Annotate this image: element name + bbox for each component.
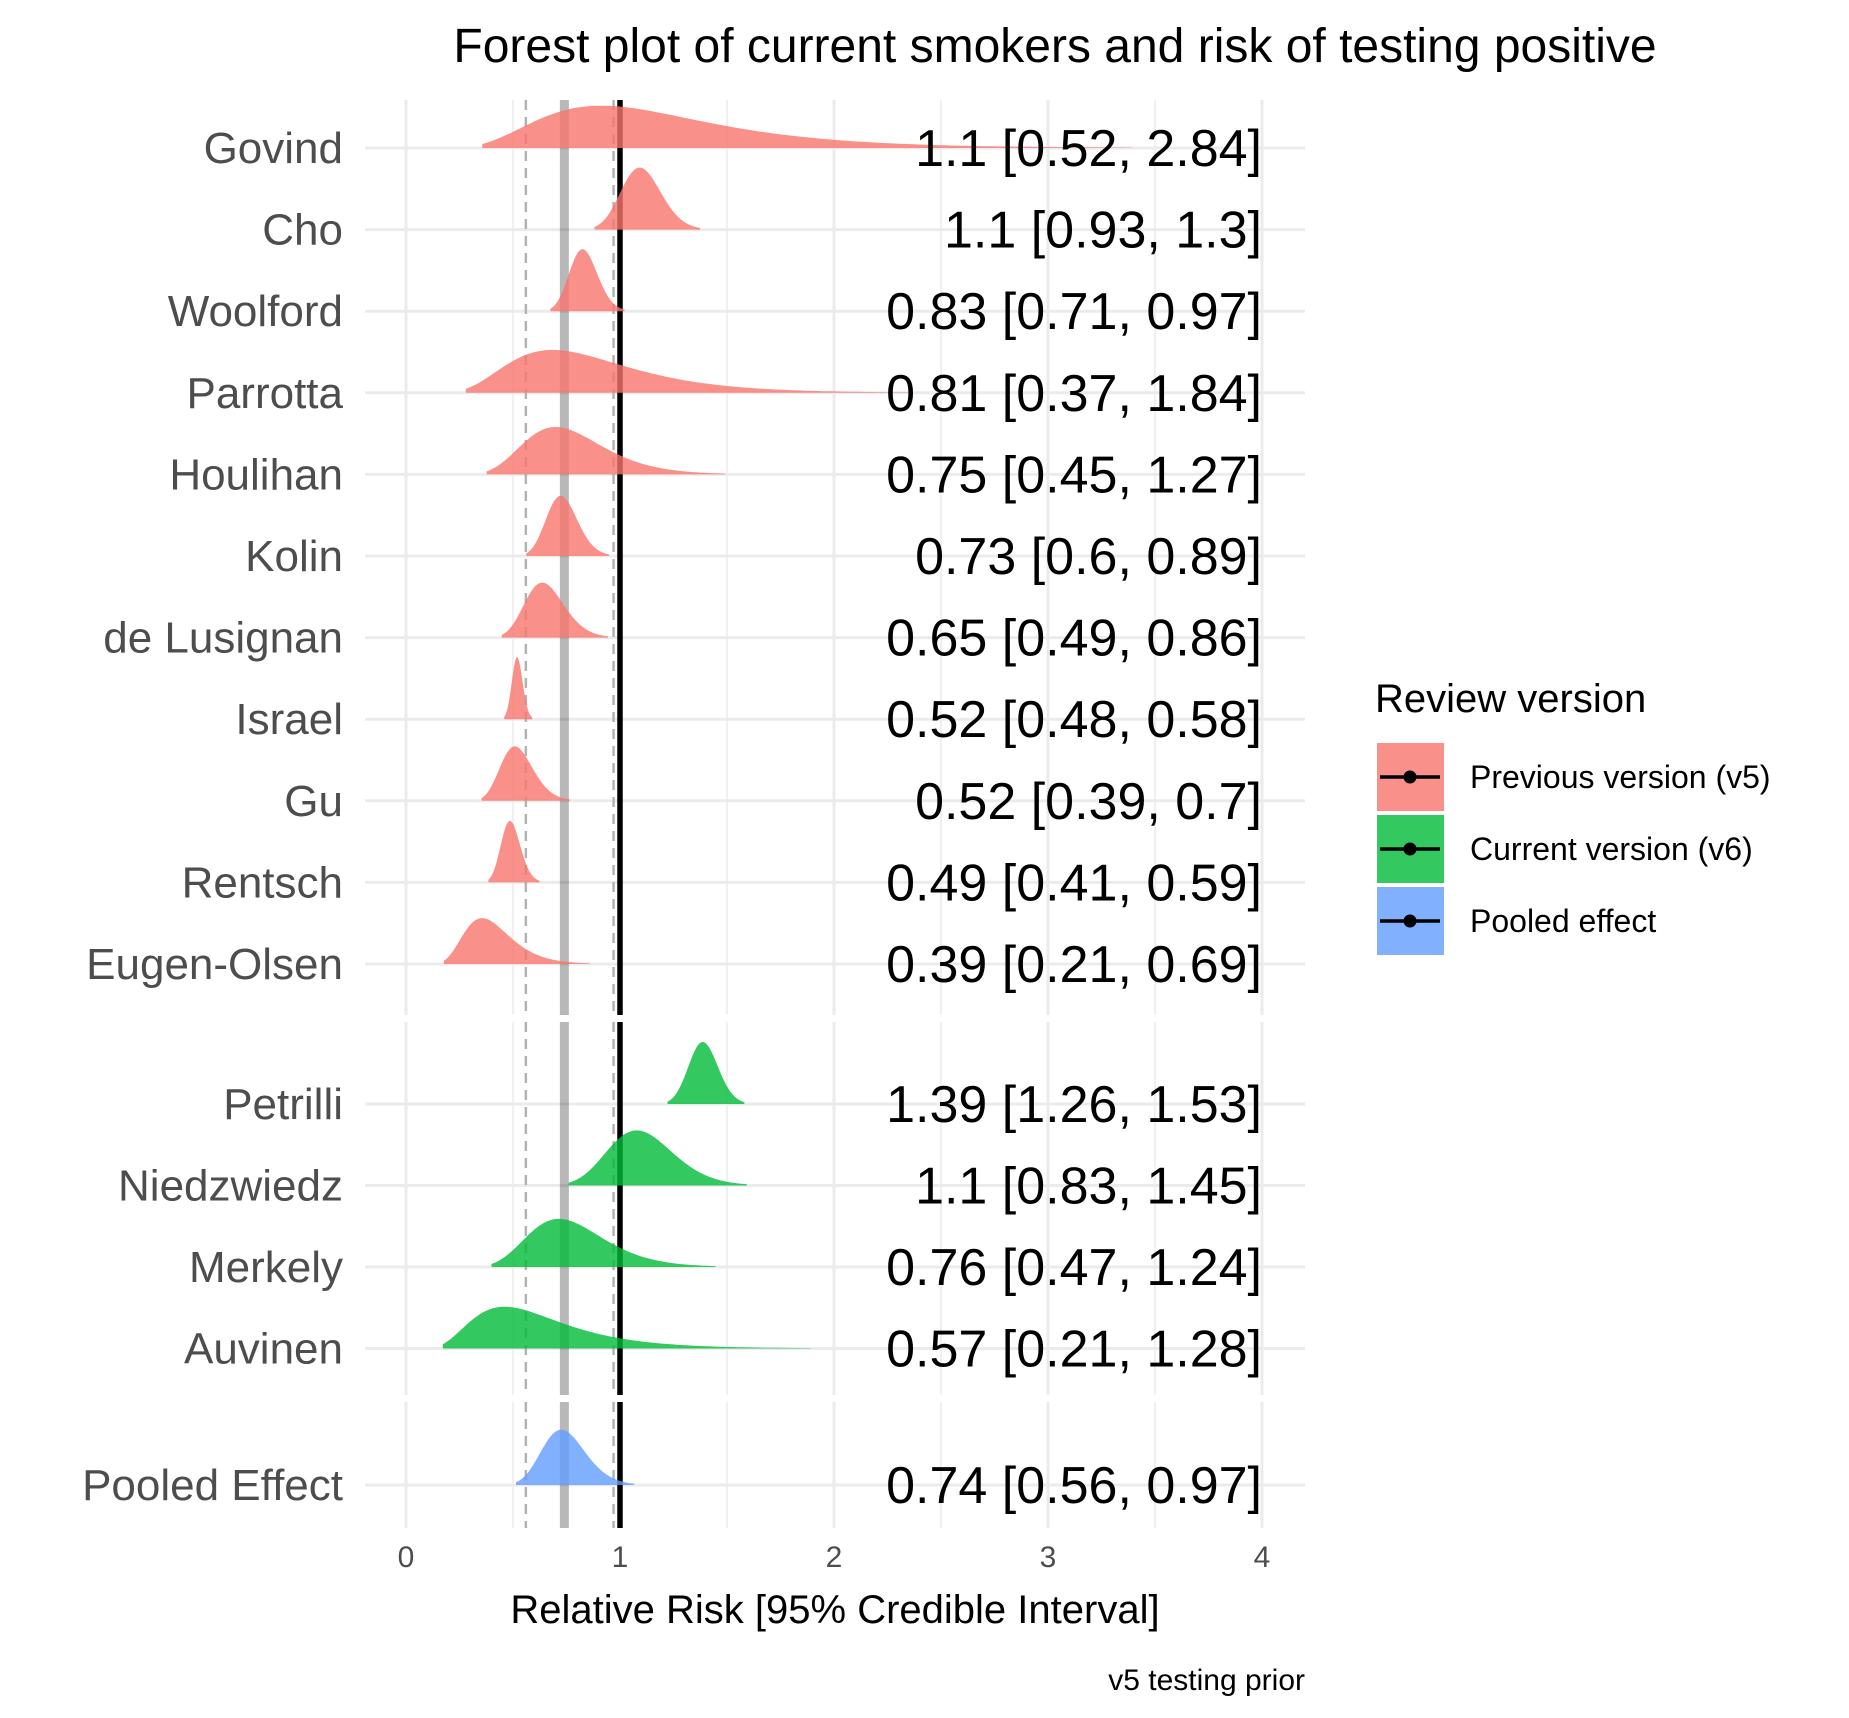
estimate-label: 0.81 [0.37, 1.84] <box>886 365 1262 423</box>
estimate-label: 1.1 [0.93, 1.3] <box>944 202 1262 260</box>
study-label: Woolford <box>168 287 343 336</box>
legend-point-key <box>1403 770 1417 784</box>
x-tick-label: 4 <box>1254 1541 1271 1574</box>
estimate-label: 0.65 [0.49, 0.86] <box>886 610 1262 668</box>
estimate-label: 0.39 [0.21, 0.69] <box>886 936 1262 994</box>
caption: v5 testing prior <box>1108 1664 1305 1697</box>
study-label: Parrotta <box>186 369 343 418</box>
estimate-label: 0.52 [0.48, 0.58] <box>886 691 1262 749</box>
legend-item-label: Previous version (v5) <box>1470 759 1771 795</box>
estimate-label: 1.1 [0.52, 2.84] <box>915 120 1262 178</box>
density-ridge-govind <box>482 105 1132 148</box>
estimate-label: 0.74 [0.56, 0.97] <box>886 1457 1262 1515</box>
study-label: Gu <box>284 777 343 826</box>
density-ridge-pooled-effect <box>516 1429 634 1485</box>
study-label: Cho <box>262 206 343 255</box>
estimate-label: 1.1 [0.83, 1.45] <box>915 1158 1262 1216</box>
density-ridge-auvinen <box>442 1306 811 1349</box>
study-label: Kolin <box>245 532 343 581</box>
legend-item-label: Current version (v6) <box>1470 831 1753 867</box>
x-axis: 0 1 2 3 4 <box>398 1541 1271 1574</box>
x-axis-label: Relative Risk [95% Credible Interval] <box>510 1588 1159 1632</box>
study-labels: Govind 1.1 [0.52, 2.84] Cho 1.1 [0.93, 1.3]… <box>82 120 1262 1515</box>
estimate-label: 0.75 [0.45, 1.27] <box>886 446 1262 504</box>
x-tick-label: 2 <box>826 1541 843 1574</box>
legend-title: Review version <box>1375 677 1646 721</box>
study-label: Rentsch <box>182 858 343 907</box>
estimate-label: 0.52 [0.39, 0.7] <box>915 773 1262 831</box>
density-ridge-petrilli <box>667 1042 745 1104</box>
density-ridges <box>442 105 1132 1485</box>
study-label: de Lusignan <box>103 614 343 663</box>
x-tick-label: 3 <box>1040 1541 1057 1574</box>
estimate-label: 0.73 [0.6, 0.89] <box>915 528 1262 586</box>
study-label: Houlihan <box>169 450 343 499</box>
chart-title: Forest plot of current smokers and risk … <box>453 20 1656 73</box>
x-tick-label: 1 <box>612 1541 629 1574</box>
legend-item-label: Pooled effect <box>1470 903 1656 939</box>
study-label: Israel <box>235 695 343 744</box>
density-ridge-houlihan <box>486 427 726 475</box>
study-label: Merkely <box>189 1243 343 1292</box>
estimate-label: 0.57 [0.21, 1.28] <box>886 1321 1262 1379</box>
density-ridge-cho <box>594 167 700 230</box>
x-tick-label: 0 <box>398 1541 415 1574</box>
reference-lines <box>524 100 623 1528</box>
density-ridge-gu <box>481 746 570 801</box>
density-ridge-woolford <box>550 249 625 312</box>
study-label: Pooled Effect <box>82 1461 343 1510</box>
density-ridge-rentsch <box>488 820 540 883</box>
estimate-label: 0.49 [0.41, 0.59] <box>886 854 1262 912</box>
legend: Review version Previous version (v5) Curr… <box>1375 677 1771 955</box>
density-ridge-merkely <box>491 1218 716 1267</box>
study-label: Niedzwiedz <box>118 1162 343 1211</box>
density-ridge-kolin <box>526 495 609 556</box>
study-label: Auvinen <box>184 1325 343 1374</box>
density-ridge-parrotta <box>465 349 909 393</box>
legend-point-key <box>1403 842 1417 856</box>
estimate-label: 0.76 [0.47, 1.24] <box>886 1239 1262 1297</box>
density-ridge-israel <box>504 657 533 720</box>
legend-point-key <box>1403 914 1417 928</box>
study-label: Petrilli <box>223 1080 343 1129</box>
density-ridge-de-lusignan <box>501 582 608 638</box>
study-label: Eugen-Olsen <box>86 940 343 989</box>
estimate-label: 0.83 [0.71, 0.97] <box>886 283 1262 341</box>
density-ridge-niedzwiedz <box>568 1130 747 1186</box>
study-label: Govind <box>204 124 343 173</box>
density-ridge-eugen-olsen <box>443 918 590 964</box>
estimate-label: 1.39 [1.26, 1.53] <box>886 1076 1262 1134</box>
